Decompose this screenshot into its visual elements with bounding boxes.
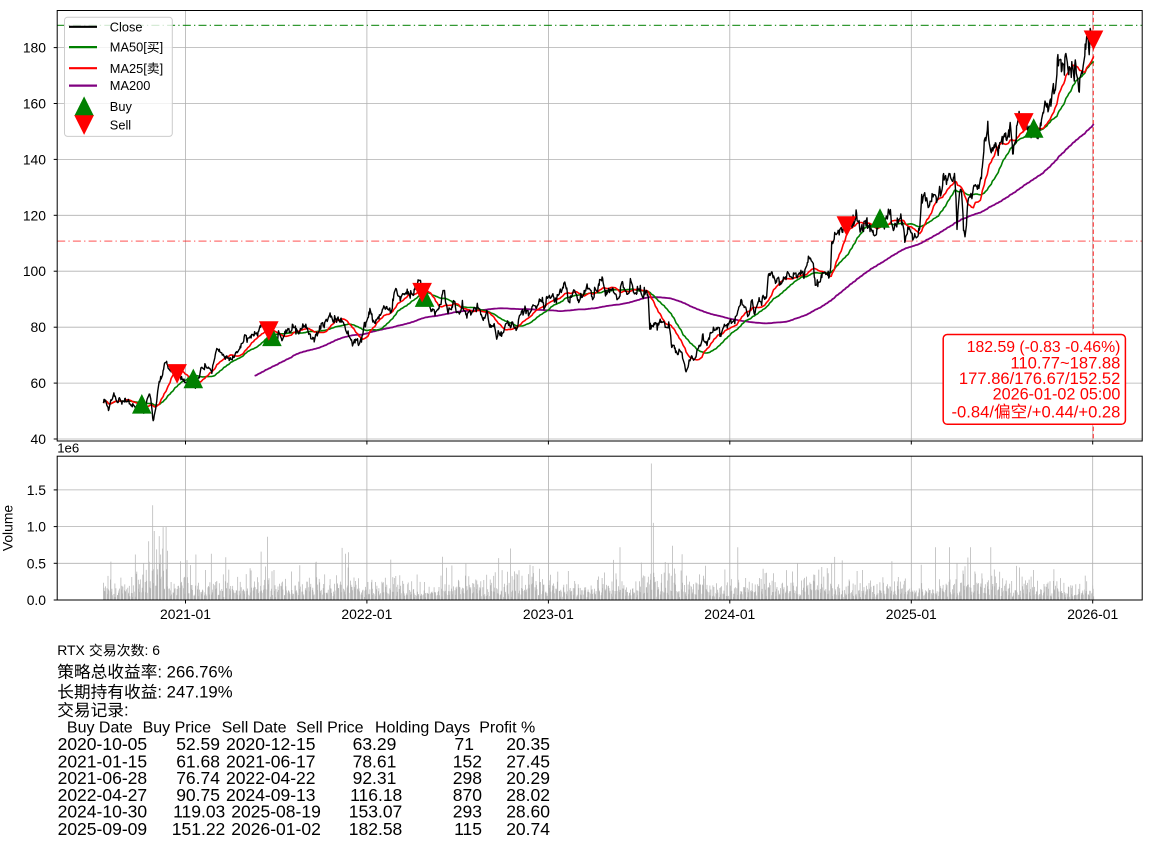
svg-text:2026-01-02 05:00: 2026-01-02 05:00	[993, 385, 1121, 403]
svg-text:80: 80	[31, 319, 47, 335]
svg-text:20.74: 20.74	[506, 819, 550, 839]
svg-text:180: 180	[23, 40, 46, 56]
svg-text::: :	[124, 701, 129, 720]
svg-text:28.02: 28.02	[506, 785, 550, 805]
svg-text:2025-01: 2025-01	[886, 606, 937, 622]
svg-text:MA50[: MA50[	[110, 40, 147, 55]
svg-text:90.75: 90.75	[176, 785, 220, 805]
svg-text:182.59 (-0.83 -0.46%): 182.59 (-0.83 -0.46%)	[967, 339, 1121, 356]
svg-text:MA200: MA200	[110, 78, 151, 93]
svg-text:RTX: RTX	[57, 642, 85, 658]
svg-text:Sell Price: Sell Price	[296, 720, 364, 737]
svg-text:20.35: 20.35	[506, 734, 550, 754]
svg-text:293: 293	[453, 802, 482, 822]
svg-text:120: 120	[23, 207, 46, 223]
svg-text:92.31: 92.31	[353, 768, 397, 788]
svg-text:2025-08-19: 2025-08-19	[231, 802, 321, 822]
svg-text:2026-01-02: 2026-01-02	[231, 819, 321, 839]
svg-text:119.03: 119.03	[173, 802, 225, 822]
svg-text:2023-01: 2023-01	[523, 606, 574, 622]
svg-text:Volume: Volume	[0, 505, 16, 552]
svg-text:2022-01: 2022-01	[341, 606, 392, 622]
svg-text:78.61: 78.61	[353, 751, 397, 771]
svg-text:28.60: 28.60	[506, 802, 550, 822]
svg-text:160: 160	[23, 96, 46, 112]
svg-text:1e6: 1e6	[57, 440, 79, 455]
svg-text:]: ]	[160, 61, 164, 76]
svg-text:/+0.44/+0.28: /+0.44/+0.28	[1027, 402, 1120, 421]
svg-text:: 247.19%: : 247.19%	[157, 683, 232, 702]
svg-text:Profit %: Profit %	[479, 720, 535, 737]
svg-text:2021-01: 2021-01	[160, 606, 211, 622]
svg-text:40: 40	[31, 431, 47, 447]
svg-text:Buy Price: Buy Price	[143, 720, 212, 737]
svg-text:153.07: 153.07	[349, 802, 403, 822]
svg-text:110.77~187.88: 110.77~187.88	[1010, 353, 1120, 372]
svg-text:60: 60	[31, 375, 47, 391]
svg-text:115: 115	[454, 819, 482, 839]
svg-text:Sell: Sell	[110, 118, 131, 133]
svg-text:2021-06-28: 2021-06-28	[58, 768, 148, 788]
svg-text:20.29: 20.29	[506, 768, 550, 788]
svg-text:-0.84/: -0.84/	[952, 402, 995, 421]
svg-text:]: ]	[160, 40, 164, 55]
svg-text:182.58: 182.58	[349, 819, 403, 839]
svg-text:870: 870	[453, 785, 482, 805]
svg-text:2020-12-15: 2020-12-15	[226, 734, 316, 754]
svg-text:2024-10-30: 2024-10-30	[58, 802, 148, 822]
svg-text:0.5: 0.5	[27, 555, 47, 571]
svg-text:Sell Date: Sell Date	[222, 720, 287, 737]
svg-text:2022-04-27: 2022-04-27	[58, 785, 148, 805]
svg-text:27.45: 27.45	[506, 751, 550, 771]
svg-text:Holding Days: Holding Days	[375, 720, 470, 737]
svg-text:152: 152	[453, 751, 482, 771]
svg-text:63.29: 63.29	[353, 734, 397, 754]
svg-text:52.59: 52.59	[176, 734, 220, 754]
svg-text:: 6: : 6	[145, 642, 161, 658]
svg-text:1.0: 1.0	[27, 519, 47, 535]
svg-text:2025-09-09: 2025-09-09	[58, 819, 148, 839]
svg-text:2026-01: 2026-01	[1067, 606, 1118, 622]
svg-text:0.0: 0.0	[27, 592, 47, 608]
svg-text:2021-01-15: 2021-01-15	[58, 751, 148, 771]
svg-text:2022-04-22: 2022-04-22	[226, 768, 316, 788]
svg-text:2020-10-05: 2020-10-05	[58, 734, 148, 754]
svg-text:MA25[: MA25[	[110, 61, 147, 76]
svg-text:2021-06-17: 2021-06-17	[226, 751, 316, 771]
svg-text:2024-01: 2024-01	[704, 606, 755, 622]
svg-text:Buy Date: Buy Date	[67, 720, 133, 737]
svg-text:177.86/176.67/152.52: 177.86/176.67/152.52	[959, 369, 1120, 388]
svg-text:2024-09-13: 2024-09-13	[226, 785, 316, 805]
svg-text:76.74: 76.74	[176, 768, 220, 788]
svg-text:100: 100	[23, 263, 46, 279]
svg-text:1.5: 1.5	[27, 482, 47, 498]
svg-text:151.22: 151.22	[172, 819, 226, 839]
svg-text:Buy: Buy	[110, 99, 133, 114]
svg-text:298: 298	[453, 768, 482, 788]
svg-text:61.68: 61.68	[176, 751, 220, 771]
svg-text:71: 71	[455, 734, 474, 754]
svg-text:116.18: 116.18	[350, 785, 402, 805]
svg-text:: 266.76%: : 266.76%	[157, 662, 232, 681]
svg-text:Close: Close	[110, 19, 143, 34]
svg-text:140: 140	[23, 151, 46, 167]
